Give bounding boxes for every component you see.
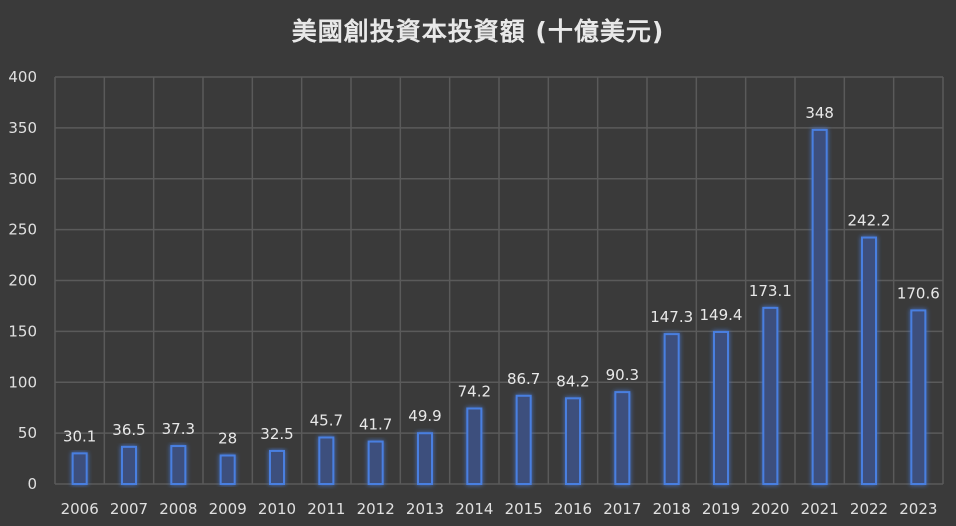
y-tick-label: 150 (8, 322, 37, 340)
bar-2007 (121, 445, 137, 485)
x-tick-label: 2011 (307, 500, 345, 518)
data-label: 348 (805, 104, 834, 122)
y-tick-label: 200 (8, 272, 37, 290)
x-tick-label: 2021 (801, 500, 839, 518)
x-tick-label: 2007 (110, 500, 148, 518)
bar-2021 (811, 128, 828, 485)
bar-2022 (861, 236, 877, 485)
x-tick-label: 2010 (258, 500, 296, 518)
x-tick-label: 2009 (209, 500, 247, 518)
chart-title: 美國創投資本投資額 (十億美元) (291, 17, 665, 46)
x-tick-label: 2019 (702, 500, 740, 518)
bars (71, 128, 927, 486)
x-tick-label: 2012 (357, 500, 395, 518)
x-tick-label: 2023 (899, 500, 937, 518)
data-label: 242.2 (848, 212, 891, 230)
bar-2023 (910, 309, 927, 485)
data-label: 41.7 (359, 416, 392, 434)
bar-2008 (170, 445, 187, 485)
data-label: 36.5 (112, 421, 145, 439)
data-label: 170.6 (897, 284, 940, 302)
y-tick-label: 100 (8, 373, 37, 391)
data-label: 90.3 (606, 366, 639, 384)
bar-2010 (269, 449, 285, 485)
data-label: 49.9 (408, 407, 441, 425)
bar-2019 (713, 330, 729, 485)
bar-2014 (466, 407, 483, 485)
bar-2017 (614, 391, 631, 485)
data-label: 149.4 (700, 306, 743, 324)
x-axis-ticks: 2006 2007 2008 2009 2010 2011 2012 2013 2014 2015… (61, 500, 938, 518)
y-tick-label: 0 (27, 475, 37, 493)
data-label: 86.7 (507, 370, 540, 388)
y-tick-label: 350 (8, 119, 37, 137)
x-tick-label: 2008 (159, 500, 197, 518)
data-label: 173.1 (749, 282, 792, 300)
y-tick-label: 400 (8, 68, 37, 86)
bar-2011 (318, 436, 335, 485)
data-label: 28 (218, 430, 237, 448)
data-label: 32.5 (260, 425, 293, 443)
data-label: 74.2 (458, 383, 491, 401)
x-tick-label: 2006 (61, 500, 99, 518)
bar-2009 (219, 454, 236, 486)
bar-2016 (565, 397, 581, 486)
x-tick-label: 2022 (850, 500, 888, 518)
bar-2006 (71, 452, 88, 486)
bar-2013 (417, 432, 433, 485)
data-label: 37.3 (162, 420, 195, 438)
bar-2012 (367, 440, 384, 485)
x-tick-label: 2020 (751, 500, 789, 518)
bar-2020 (762, 306, 779, 486)
x-tick-label: 2014 (455, 500, 493, 518)
x-tick-label: 2015 (505, 500, 543, 518)
x-tick-label: 2016 (554, 500, 592, 518)
x-tick-label: 2013 (406, 500, 444, 518)
data-label: 84.2 (556, 372, 589, 390)
bar-2015 (515, 394, 532, 485)
gridlines (54, 76, 944, 485)
x-tick-label: 2018 (653, 500, 691, 518)
data-labels: 30.1 36.5 37.3 28 32.5 45.7 41.7 49.9 74.2 86.7 84… (63, 104, 940, 448)
data-label: 45.7 (310, 412, 343, 430)
data-label: 30.1 (63, 427, 96, 445)
data-label: 147.3 (650, 308, 693, 326)
y-tick-label: 50 (18, 424, 37, 442)
x-tick-label: 2017 (603, 500, 641, 518)
y-tick-label: 300 (8, 170, 37, 188)
y-axis-ticks: 0 50 100 150 200 250 300 350 400 (8, 68, 37, 493)
bar-2018 (663, 333, 680, 485)
y-tick-label: 250 (8, 221, 37, 239)
